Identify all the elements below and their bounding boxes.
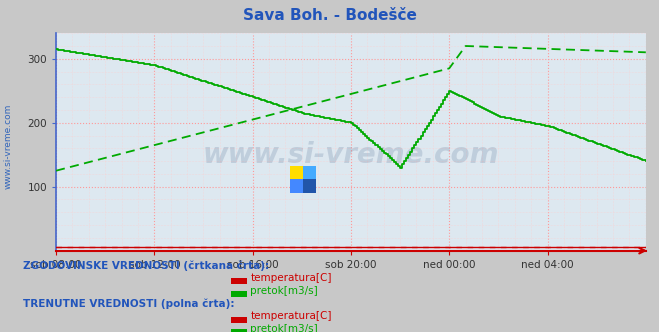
Bar [290,166,303,179]
Bar [290,179,303,193]
Bar [231,291,247,297]
Text: Sava Boh. - Bodešče: Sava Boh. - Bodešče [243,8,416,23]
Text: ZGODOVINSKE VREDNOSTI (črtkana črta):: ZGODOVINSKE VREDNOSTI (črtkana črta): [23,260,269,271]
Bar [303,166,316,179]
Text: temperatura[C]: temperatura[C] [250,273,332,283]
Bar [231,317,247,323]
Text: www.si-vreme.com: www.si-vreme.com [4,103,13,189]
Text: pretok[m3/s]: pretok[m3/s] [250,286,318,296]
Bar [303,179,316,193]
Text: temperatura[C]: temperatura[C] [250,311,332,321]
Text: pretok[m3/s]: pretok[m3/s] [250,324,318,332]
Bar [231,278,247,284]
Text: www.si-vreme.com: www.si-vreme.com [203,141,499,169]
Text: TRENUTNE VREDNOSTI (polna črta):: TRENUTNE VREDNOSTI (polna črta): [23,299,235,309]
Bar [231,329,247,332]
